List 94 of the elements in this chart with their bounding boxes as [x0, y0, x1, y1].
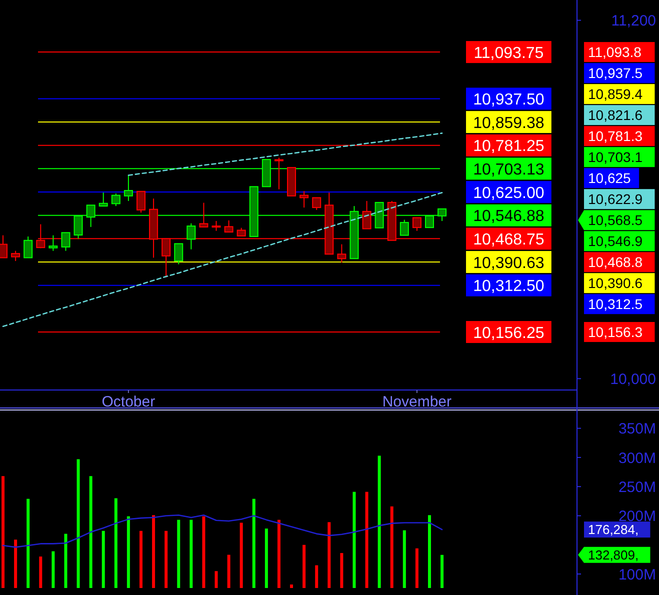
- text: 10,390.6: [588, 275, 643, 292]
- ref-line-label: 10,937.50: [473, 91, 544, 108]
- bar: [390, 506, 394, 588]
- candlestick: [124, 174, 133, 202]
- bar: [440, 554, 444, 588]
- y-tick-label: 350M: [618, 420, 656, 438]
- bar: [340, 553, 344, 588]
- bar: [64, 534, 68, 588]
- candlestick: [362, 200, 372, 230]
- text: 10,568.5: [588, 212, 643, 228]
- candlestick: [412, 217, 422, 232]
- candlestick: [24, 236, 33, 258]
- ref-line-label: 11,093.75: [474, 44, 544, 62]
- bar: [126, 516, 130, 588]
- bar: [415, 548, 418, 588]
- y-tick-label: 10,000: [610, 371, 656, 388]
- candlestick: [312, 197, 322, 210]
- text: 10,312.5: [588, 296, 643, 312]
- candlestick: [174, 243, 184, 265]
- bar: [315, 565, 318, 588]
- bar: [52, 551, 55, 588]
- text: 10,703.1: [588, 149, 643, 166]
- ref-line-label: 10,703.13: [473, 161, 544, 178]
- candlestick: [0, 234, 8, 258]
- bar: [39, 556, 42, 588]
- candlestick: [300, 190, 309, 208]
- candlestick: [199, 202, 208, 228]
- bar: [177, 520, 180, 588]
- bar: [190, 520, 193, 588]
- text: 10,622.9: [588, 191, 643, 208]
- candlestick: [136, 190, 146, 214]
- bar: [152, 515, 156, 588]
- y-tick-label: 100M: [618, 566, 656, 584]
- candlestick: [337, 244, 346, 263]
- candlestick: [111, 193, 120, 207]
- text: 10,156.3: [588, 324, 643, 340]
- bar: [102, 530, 105, 588]
- bar: [365, 492, 368, 588]
- bar: [277, 520, 280, 588]
- text: 10,781.3: [588, 128, 643, 144]
- bar: [2, 476, 5, 588]
- bar: [139, 530, 142, 588]
- bar: [252, 498, 256, 588]
- bar: [164, 530, 168, 588]
- text: 10,546.9: [588, 233, 643, 250]
- bar: [26, 498, 30, 588]
- x-tick-label: November: [382, 393, 452, 410]
- ref-line-label: 10,156.25: [473, 324, 544, 342]
- text: 10,859.4: [588, 86, 643, 102]
- bar: [114, 498, 118, 588]
- bar: [214, 571, 218, 588]
- candlestick: [186, 222, 196, 250]
- bar: [227, 554, 230, 588]
- text: 10,937.5: [588, 65, 643, 82]
- bar: [14, 540, 18, 588]
- line-series: [2, 192, 443, 328]
- candlestick: [48, 234, 58, 252]
- text: 10,821.6: [588, 107, 643, 124]
- bar: [290, 584, 294, 588]
- candlestick: [274, 157, 284, 190]
- text: 10,625: [588, 170, 632, 186]
- bar: [76, 459, 80, 588]
- bar: [352, 492, 356, 588]
- text: 10,468.8: [588, 254, 643, 270]
- candlestick: [98, 192, 108, 207]
- bar: [428, 515, 431, 588]
- x-tick-label: October: [102, 393, 156, 410]
- ref-line-label: 10,468.75: [473, 231, 544, 248]
- ref-line-label: 10,390.63: [473, 254, 544, 272]
- bar: [240, 522, 243, 588]
- y-tick-label: 250M: [618, 478, 656, 496]
- bar: [402, 530, 406, 588]
- text: 132,809,: [588, 548, 639, 563]
- ref-line-label: 10,781.25: [473, 138, 544, 156]
- candlestick: [212, 220, 221, 232]
- line-series: [128, 132, 443, 176]
- y-tick-label: 300M: [618, 450, 656, 467]
- y-tick-label: 11,200: [611, 12, 656, 30]
- ref-line-label: 10,312.50: [473, 278, 544, 296]
- ref-line-label: 10,625.00: [473, 184, 544, 202]
- candlestick: [61, 232, 70, 252]
- bar: [328, 522, 331, 588]
- candlestick: [400, 219, 409, 236]
- bar: [264, 528, 268, 588]
- ref-line-label: 10,546.88: [473, 208, 544, 226]
- candlestick: [11, 250, 20, 262]
- text: 11,093.8: [588, 44, 642, 60]
- line-series: [2, 514, 443, 548]
- bar: [302, 544, 306, 588]
- ref-line-label: 10,859.38: [473, 114, 544, 132]
- candlestick: [224, 220, 234, 233]
- bar: [89, 476, 92, 588]
- bar: [202, 516, 206, 588]
- bar: [378, 456, 381, 588]
